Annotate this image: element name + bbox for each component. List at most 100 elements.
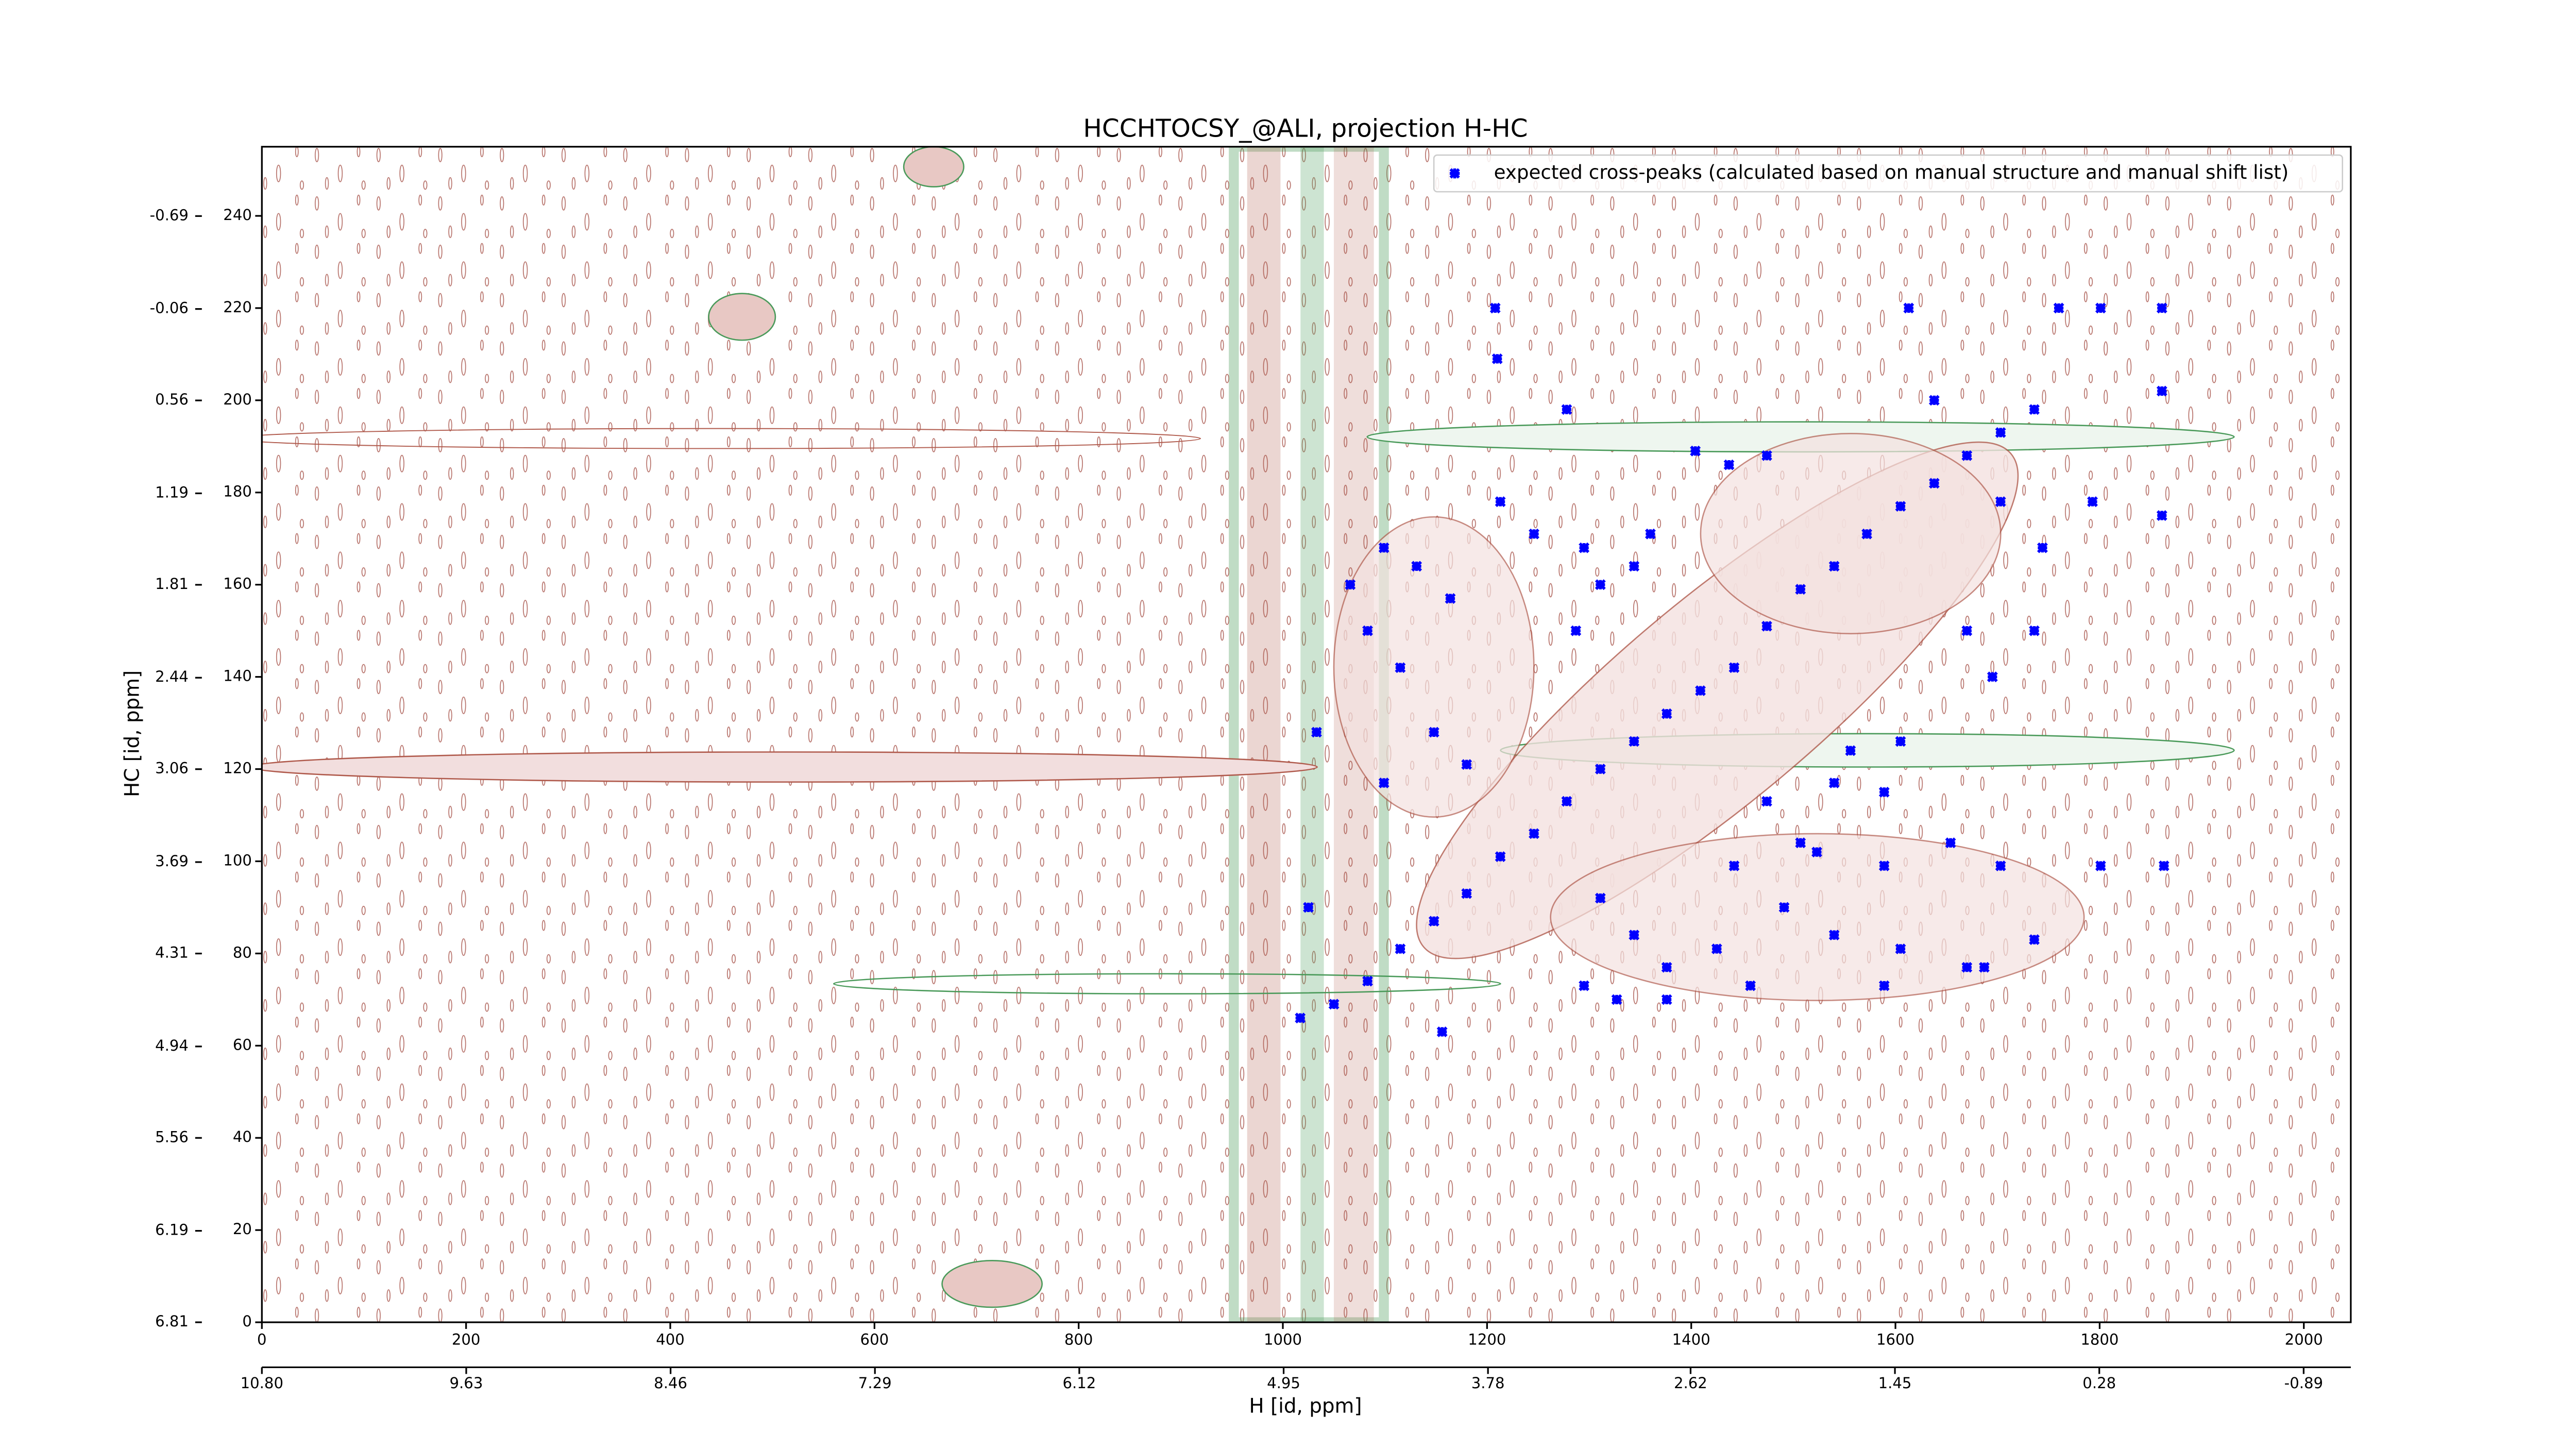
cross-peak: [2053, 302, 2064, 314]
cross-peak: [1745, 980, 1756, 991]
cross-peak: [1878, 980, 1890, 991]
cross-peak: [1295, 1013, 1306, 1024]
x-tick-label: 1400: [1672, 1331, 1710, 1349]
cross-peak: [1661, 962, 1672, 973]
x-tick-label: 200: [452, 1331, 481, 1349]
cross-peak: [1495, 496, 1506, 508]
cross-peak: [1795, 584, 1806, 595]
cross-peak: [1611, 994, 1622, 1005]
x-tick-label: 1800: [2080, 1331, 2119, 1349]
y2-tick-label: -0.06: [150, 299, 189, 317]
x2-tick-label: 3.78: [1471, 1374, 1505, 1392]
cross-peak: [1995, 427, 2006, 438]
x-axis-label: H [id, ppm]: [1249, 1395, 1362, 1418]
cross-peak: [1461, 888, 1472, 899]
cross-peak: [1579, 980, 1590, 991]
plot-frame: [261, 146, 2352, 1323]
cross-peak: [1695, 685, 1706, 696]
spectrum-contours: [262, 146, 2351, 1323]
cross-peak: [1895, 736, 1906, 747]
cross-peak: [2156, 510, 2167, 521]
cross-peak: [1961, 962, 1973, 973]
cross-peak: [1711, 943, 1722, 954]
y2-tick-label: 3.69: [155, 852, 189, 870]
y2-tick-label: 2.44: [155, 668, 189, 685]
cross-peak: [1961, 450, 1973, 461]
cross-peak: [2087, 496, 2098, 508]
y-tick-label: 20: [233, 1220, 252, 1238]
cross-peak: [2156, 385, 2167, 397]
cross-peak: [2156, 302, 2167, 314]
cross-peak: [1995, 496, 2006, 508]
y2-tick-label: 6.81: [155, 1312, 189, 1330]
cross-peak: [1978, 962, 1990, 973]
cross-peak: [2029, 625, 2040, 636]
y2-tick-label: 6.19: [155, 1221, 189, 1239]
cross-peak: [1945, 837, 1956, 849]
cross-peak: [1378, 542, 1389, 553]
y-tick-label: 180: [223, 483, 252, 500]
cross-peak: [1928, 478, 1940, 489]
y-tick-label: 240: [223, 206, 252, 224]
y-tick-label: 60: [233, 1036, 252, 1053]
cross-peak: [1311, 727, 1322, 738]
x-tick-label: 600: [860, 1331, 889, 1349]
legend-label: expected cross-peaks (calculated based o…: [1494, 161, 2289, 183]
cross-peak: [1595, 764, 1606, 774]
cross-peak: [2029, 934, 2040, 945]
cross-peak: [1495, 851, 1506, 862]
x2-tick-label: 4.95: [1267, 1374, 1300, 1392]
cross-peak: [2095, 860, 2106, 871]
cross-peak: [1362, 625, 1373, 636]
cross-peak: [1761, 620, 1772, 632]
y2-tick-label: 4.31: [155, 943, 189, 961]
chart-title: HCCHTOCSY_@ALI, projection H-HC: [1083, 114, 1528, 143]
cross-peak: [1445, 593, 1456, 604]
cross-peak: [1987, 671, 1998, 683]
cross-peak: [1761, 450, 1772, 461]
cross-peak: [1378, 777, 1389, 788]
x2-tick-label: 8.46: [654, 1374, 687, 1392]
cross-peak: [1828, 930, 1840, 941]
cross-peak: [1428, 727, 1439, 738]
cross-peak: [1595, 579, 1606, 591]
y2-tick-label: -0.69: [150, 206, 189, 224]
cross-peak: [1529, 828, 1539, 839]
cross-peak: [1690, 445, 1701, 457]
legend: expected cross-peaks (calculated based o…: [1433, 154, 2344, 193]
cross-peak: [1362, 975, 1373, 987]
cross-peak: [1570, 625, 1582, 636]
x2-tick-label: 9.63: [450, 1374, 483, 1392]
y2-tick-label: 1.81: [155, 575, 189, 593]
cross-peak: [1489, 302, 1501, 314]
x-tick-label: 400: [656, 1331, 685, 1349]
x2-tick-label: 0.28: [2082, 1374, 2116, 1392]
cross-peak: [2158, 860, 2170, 871]
cross-peak: [1878, 786, 1890, 798]
cross-peak: [1795, 837, 1806, 849]
y2-tick-label: 4.94: [155, 1037, 189, 1054]
x-tick-label: 0: [257, 1331, 267, 1349]
y-tick-label: 0: [242, 1312, 252, 1330]
legend-box: [1433, 154, 2344, 193]
cross-peak: [1561, 796, 1572, 807]
x2-tick-label: 10.80: [241, 1374, 283, 1392]
cross-peak: [1778, 902, 1790, 913]
x-tick-label: 800: [1064, 1331, 1093, 1349]
cross-peak: [1395, 943, 1406, 954]
x-tick-label: 2000: [2285, 1331, 2323, 1349]
cross-peak: [1995, 860, 2006, 871]
x2-tick-label: 6.12: [1062, 1374, 1096, 1392]
y2-tick-label: 3.06: [155, 760, 189, 777]
cross-peak: [1723, 459, 1735, 470]
x2-tick-label: 1.45: [1878, 1374, 1912, 1392]
cross-peak: [1579, 542, 1590, 553]
cross-peak: [1303, 902, 1314, 913]
y-axis-label: HC [id, ppm]: [121, 670, 144, 797]
cross-peak: [1529, 528, 1539, 540]
y-tick-label: 200: [223, 391, 252, 408]
y2-tick-label: 0.56: [155, 391, 189, 408]
cross-peak: [1561, 404, 1572, 415]
cross-peak: [1436, 1026, 1448, 1037]
